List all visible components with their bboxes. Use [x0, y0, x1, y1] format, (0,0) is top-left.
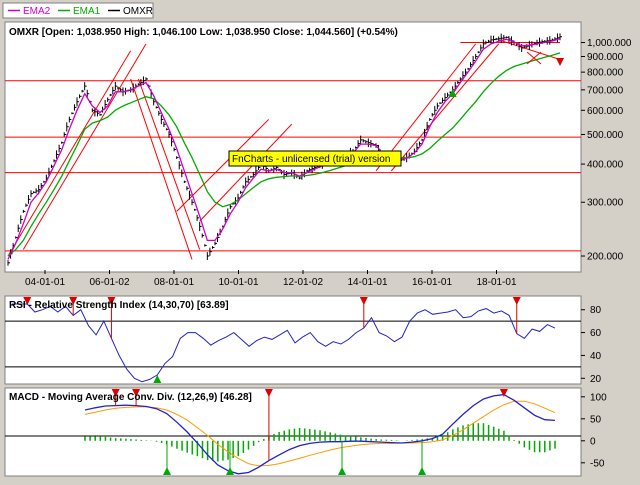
price-panel: FnCharts - unlicensed (trial) version OM… [4, 21, 632, 288]
macd-y-tick-label: -50 [590, 458, 605, 469]
rsi-buy-marker [153, 375, 162, 383]
macd-sell-marker [111, 389, 120, 397]
price-y-tick-label: 200.000 [587, 252, 624, 263]
rsi-sell-marker [512, 297, 521, 305]
macd-sell-marker [499, 389, 508, 397]
rsi-sell-marker [69, 297, 78, 305]
macd-buy-marker [418, 467, 426, 475]
rsi-sell-marker [359, 297, 368, 305]
ema1-line [7, 52, 561, 257]
trend-channel-line [137, 78, 201, 250]
trend-channel-line [390, 43, 500, 172]
price-x-tick-label: 06-01-02 [89, 277, 129, 288]
rsi-sell-marker [23, 297, 32, 305]
price-x-tick-label: 04-01-01 [25, 277, 65, 288]
price-sell-marker [556, 58, 564, 66]
price-cross-marker [526, 51, 542, 65]
rsi-y-tick-label: 40 [590, 351, 602, 362]
rsi-panel: RSI - Relative Strength Index (14,30,70)… [4, 295, 602, 385]
legend-label: EMA1 [73, 6, 101, 17]
price-y-tick-label: 400.000 [587, 160, 624, 171]
price-buy-marker [448, 89, 457, 97]
macd-sell-marker [264, 389, 273, 397]
macd-buy-marker [338, 467, 346, 475]
legend: EMA2 EMA1 OMXR [2, 2, 154, 19]
macd-panel: MACD - Moving Average Conv. Div. (12,26,… [4, 387, 607, 477]
trend-channel-line [375, 43, 477, 172]
legend-label: OMXR [123, 6, 153, 17]
signal-line [84, 400, 556, 467]
ema2-line [7, 37, 561, 260]
rsi-y-tick-label: 60 [590, 328, 602, 339]
rsi-line [12, 303, 556, 383]
trend-channel-line [7, 50, 132, 257]
price-plot-area [4, 21, 582, 273]
trend-channel-line [199, 123, 293, 222]
legend-label: EMA2 [23, 6, 51, 17]
price-x-tick-label: 12-01-02 [283, 277, 323, 288]
price-y-tick-label: 700.000 [587, 85, 624, 96]
macd-buy-marker [226, 467, 234, 475]
macd-buy-marker [163, 467, 171, 475]
price-y-tick-label: 900.000 [587, 52, 624, 63]
rsi-y-tick-label: 80 [590, 305, 602, 316]
price-title: OMXR [Open: 1,038.950 High: 1,046.100 Lo… [9, 27, 398, 38]
trend-channel-line [176, 119, 270, 212]
rsi-y-tick-label: 20 [590, 374, 602, 385]
price-y-tick-label: 1,000.000 [587, 38, 632, 49]
price-x-tick-label: 18-01-01 [476, 277, 516, 288]
macd-y-tick-label: 0 [590, 436, 596, 447]
rsi-sell-marker [107, 297, 116, 305]
price-y-tick-label: 600.000 [587, 106, 624, 117]
price-x-tick-label: 16-01-01 [412, 277, 452, 288]
trend-channel-line [130, 78, 193, 260]
macd-plot-area [4, 387, 582, 477]
legend-box [2, 2, 154, 19]
watermark-box [228, 150, 402, 167]
macd-y-tick-label: 100 [590, 392, 607, 403]
trend-channel-line [22, 43, 147, 250]
price-x-tick-label: 14-01-01 [347, 277, 387, 288]
macd-line [84, 393, 556, 475]
rsi-title: RSI - Relative Strength Index (14,30,70)… [9, 300, 229, 311]
price-x-tick-label: 10-01-01 [218, 277, 258, 288]
macd-y-tick-label: 50 [590, 414, 602, 425]
price-y-tick-label: 300.000 [587, 198, 624, 209]
price-x-tick-label: 08-01-01 [154, 277, 194, 288]
macd-title: MACD - Moving Average Conv. Div. (12,26,… [9, 392, 252, 403]
watermark-text: FnCharts - unlicensed (trial) version [232, 154, 390, 165]
macd-sell-marker [132, 389, 141, 397]
price-y-tick-label: 800.000 [587, 68, 624, 79]
price-y-tick-label: 500.000 [587, 130, 624, 141]
